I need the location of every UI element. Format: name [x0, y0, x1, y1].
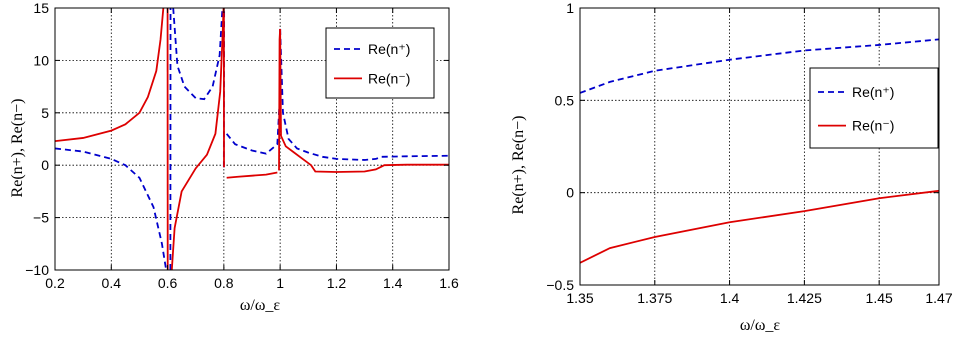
legend: Re(n⁺) Re(n⁻)	[325, 27, 435, 99]
x-axis-label: ω/ω_ε	[740, 317, 781, 334]
y-tick-label: 0	[566, 185, 574, 201]
series-line-segment	[170, 8, 225, 270]
x-tick-label: 1.35	[566, 290, 593, 306]
right-chart: 1.35 1.375 1.4 1.425 1.45 1.47 −0.5 0 0.5 1 ω/ω_ε R…	[510, 0, 953, 334]
y-tick-label: 0	[41, 157, 49, 173]
series-line-segment	[279, 28, 449, 173]
series-line-segment	[279, 28, 449, 161]
left-chart: 0.2 0.4 0.6 0.8 1 1.2 1.4 1.6 −10 −5 0 5 10 15 ω/ω_ε Re…	[9, 0, 459, 314]
y-tick-label: −10	[25, 262, 49, 278]
series-line-segment	[55, 147, 168, 270]
series-line-segment	[580, 38, 939, 94]
y-tick-label: 5	[41, 105, 49, 121]
legend-entry-label: Re(n⁺)	[368, 41, 410, 57]
legend-box	[809, 67, 939, 149]
legend-box	[325, 27, 435, 99]
series-re-n-minus	[580, 189, 939, 264]
series-re-n-minus	[55, 8, 449, 270]
x-tick-label: 0.4	[102, 275, 122, 291]
series-line-segment	[226, 171, 278, 179]
y-tick-label: 10	[33, 52, 49, 68]
legend-entry-label: Re(n⁺)	[852, 84, 894, 100]
axes-frame	[54, 7, 450, 271]
x-tick-label: 1.45	[866, 290, 893, 306]
x-tick-label: 1.4	[720, 290, 740, 306]
series-re-n-plus	[580, 38, 939, 94]
x-tick-label: 1.6	[439, 275, 459, 291]
y-tick-label: −5	[33, 210, 49, 226]
series-line-segment	[55, 8, 165, 142]
series-line-segment	[172, 8, 224, 101]
x-tick-label: 1.2	[327, 275, 347, 291]
y-axis-label: Re(n+), Re(n−)	[9, 99, 26, 198]
x-tick-label: 1.47	[925, 290, 952, 306]
x-tick-label: 1	[276, 275, 284, 291]
y-tick-label: 0.5	[555, 92, 575, 108]
x-tick-label: 1.375	[637, 290, 672, 306]
y-axis-label: Re(n+), Re(n−)	[510, 116, 527, 215]
x-tick-label: 0.8	[214, 275, 234, 291]
x-tick-label: 0.2	[45, 275, 65, 291]
y-tick-label: 15	[33, 0, 49, 16]
axes-frame	[579, 7, 940, 286]
x-tick-label: 1.4	[383, 275, 403, 291]
series-line-segment	[580, 189, 939, 264]
legend-entry-label: Re(n⁻)	[368, 70, 410, 86]
y-tick-label: −0.5	[546, 277, 574, 293]
legend-entry-label: Re(n⁻)	[852, 118, 894, 134]
x-tick-label: 0.6	[158, 275, 178, 291]
x-tick-label: 1.425	[787, 290, 822, 306]
x-axis-label: ω/ω_ε	[240, 297, 281, 314]
y-tick-label: 1	[566, 0, 574, 16]
legend: Re(n⁺) Re(n⁻)	[809, 67, 939, 149]
